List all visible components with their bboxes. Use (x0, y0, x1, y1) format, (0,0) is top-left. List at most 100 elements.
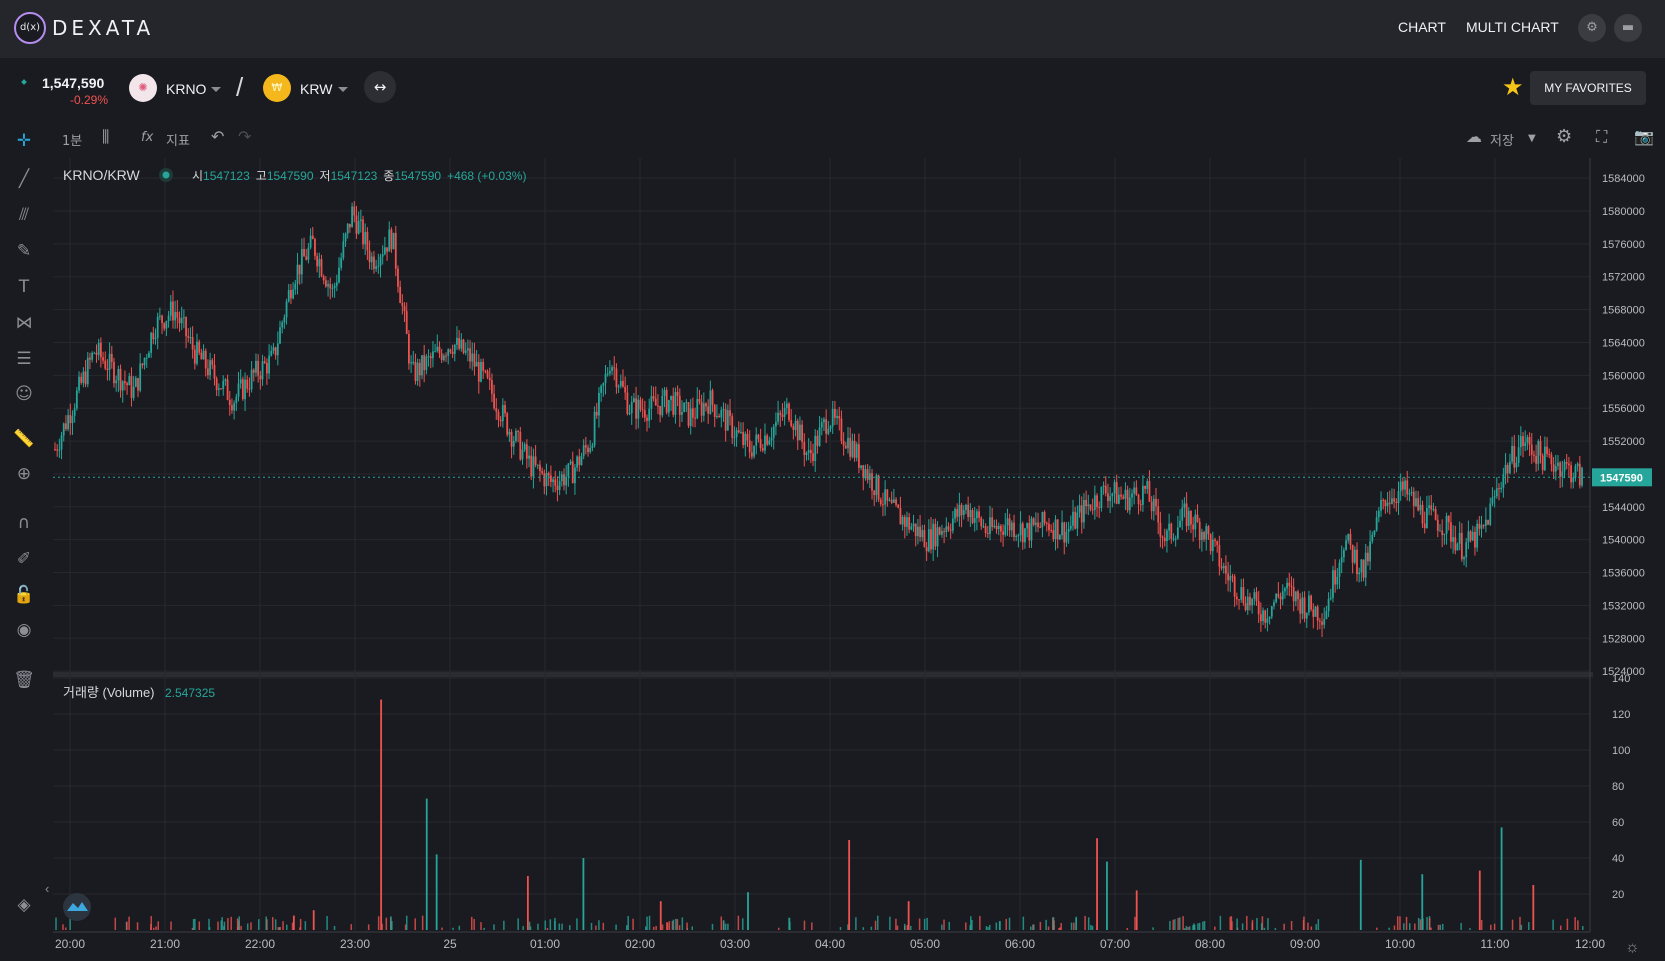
prediction-tool-icon[interactable]: ☰ (16, 349, 32, 369)
candle-body (438, 346, 441, 354)
candle-body (886, 489, 889, 501)
candle-body (799, 424, 801, 441)
base-dropdown-icon[interactable] (211, 87, 221, 92)
undo-icon[interactable]: ↶ (211, 127, 225, 146)
quote-dropdown-icon[interactable] (338, 87, 348, 92)
save-button[interactable]: 저장 (1490, 134, 1514, 149)
layers-icon[interactable]: ◈ (17, 895, 31, 915)
chart-brand-badge-icon[interactable] (63, 893, 91, 921)
text-tool-icon[interactable]: T (18, 277, 30, 297)
pane-separator[interactable] (53, 672, 1593, 677)
candle-body (1548, 453, 1551, 455)
candle-body (1397, 491, 1400, 503)
volume-bar (198, 921, 201, 930)
candle-body (1509, 461, 1511, 474)
volume-bar (1241, 923, 1244, 930)
quote-coin-label[interactable]: KRW (300, 81, 333, 97)
candle-body (1144, 485, 1146, 489)
indicator-fx-icon[interactable]: fx (141, 130, 154, 145)
unlock-icon[interactable]: 🔓 (13, 585, 35, 605)
zoom-in-icon[interactable]: ⊕ (16, 464, 32, 484)
candle-body (539, 464, 541, 472)
swap-pair-button[interactable]: ↔ (364, 71, 396, 103)
time-tick-label: 05:00 (910, 937, 940, 951)
time-tick-label: 08:00 (1195, 937, 1225, 951)
candle-body (1050, 530, 1053, 532)
candle-body (1117, 494, 1120, 504)
volume-legend-label: 거래량 (Volume) (63, 685, 155, 700)
redo-icon[interactable]: ↷ (238, 127, 252, 146)
volume-bar (227, 918, 229, 930)
nav-multi-chart-link[interactable]: MULTI CHART (1466, 19, 1559, 35)
fib-tool-icon[interactable]: ⫻ (18, 205, 30, 225)
collapse-arrow-icon[interactable]: ‹ (45, 881, 49, 896)
nav-chart-link[interactable]: CHART (1398, 19, 1446, 35)
emoji-icon[interactable]: ☺ (15, 384, 33, 404)
eye-icon[interactable]: ◉ (16, 620, 32, 640)
krw-coin-icon[interactable]: ₩ (263, 74, 291, 102)
candle-body (700, 401, 703, 416)
candle-body (211, 360, 214, 365)
volume-bar (906, 925, 909, 930)
candle-body (407, 333, 410, 364)
lock-drawing-icon[interactable]: ✐ (16, 549, 32, 569)
candle-body (1000, 525, 1002, 532)
my-favorites-button[interactable]: MY FAVORITES (1530, 71, 1646, 105)
candle-body (888, 499, 891, 501)
time-axis-settings-icon[interactable]: ☼ (1625, 939, 1640, 956)
candle-body (1513, 445, 1516, 468)
volume-bar (155, 926, 157, 930)
candle-body (1515, 462, 1518, 468)
pattern-tool-icon[interactable]: ⋈ (15, 313, 33, 333)
wallet-icon[interactable]: ▬ (1614, 14, 1642, 42)
brush-icon[interactable]: ✎ (16, 241, 32, 261)
magnet-icon[interactable]: ∩ (17, 513, 31, 533)
favorite-star-icon[interactable]: ★ (1502, 73, 1524, 101)
candle-body (104, 360, 107, 369)
candle-body (410, 362, 412, 364)
volume-bar (404, 924, 407, 930)
cloud-save-icon[interactable]: ☁ (1466, 127, 1482, 146)
trend-line-icon[interactable]: ╱ (18, 169, 30, 189)
candle-body (1085, 499, 1088, 507)
indicators-button[interactable]: 지표 (166, 134, 190, 149)
volume-bar (1581, 926, 1584, 930)
candle-body (1069, 525, 1072, 529)
candle-style-icon[interactable]: ⫼ (102, 127, 110, 146)
fullscreen-icon[interactable]: ⛶ (1596, 127, 1608, 146)
volume-spike (526, 876, 529, 930)
gear-icon[interactable]: ⚙ (1578, 14, 1606, 42)
candle-body (65, 423, 67, 430)
candle-body (425, 356, 428, 371)
candle-body (1273, 602, 1275, 607)
volume-bar (55, 917, 57, 930)
candle-body (519, 432, 522, 460)
candle-body (268, 355, 270, 374)
candle-body (405, 311, 408, 334)
crosshair-icon[interactable]: ✛ (16, 131, 32, 151)
volume-bar (1032, 924, 1034, 930)
chart-settings-icon[interactable]: ⚙ (1556, 126, 1573, 147)
candle-body (453, 344, 456, 354)
logo-icon[interactable]: d(x) (14, 12, 46, 44)
candle-body (128, 376, 131, 386)
volume-bar (876, 915, 879, 930)
volume-bar (1260, 923, 1263, 930)
candle-body (1227, 573, 1230, 581)
logo-text[interactable]: DEXATA (52, 16, 155, 40)
candle-body (864, 469, 867, 479)
interval-selector[interactable]: 1분 (62, 134, 83, 149)
candle-body (1122, 496, 1125, 499)
ruler-icon[interactable]: 📏 (13, 429, 35, 449)
candle-body (493, 393, 495, 409)
candle-body (1286, 582, 1288, 589)
base-coin-label[interactable]: KRNO (166, 81, 207, 97)
volume-bar (1047, 926, 1050, 930)
candle-body (571, 461, 574, 484)
save-dropdown-icon[interactable]: ▼ (1528, 133, 1536, 144)
candle-body (207, 368, 209, 376)
trash-icon[interactable]: 🗑 (13, 670, 35, 690)
screenshot-icon[interactable]: 📷 (1634, 127, 1654, 146)
krno-coin-icon[interactable]: ✺ (129, 74, 157, 102)
